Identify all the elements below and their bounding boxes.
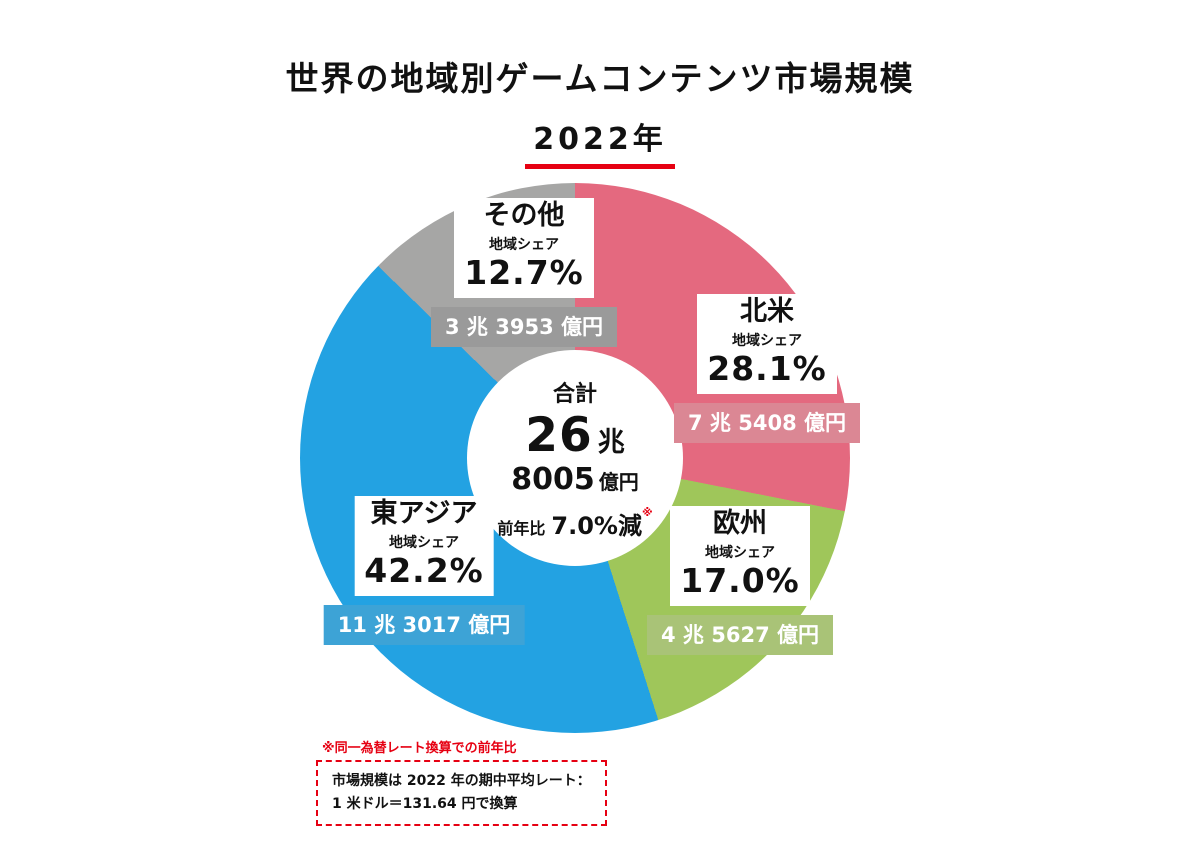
year-underline — [525, 164, 675, 169]
segment-share-value: 12.7% — [464, 253, 584, 293]
total-value-cho: 26 兆 — [525, 412, 624, 459]
rate-box-line1: 市場規模は 2022 年の期中平均レート： — [332, 773, 591, 789]
segment-name: 東アジア — [370, 498, 478, 529]
segment-name: その他 — [483, 200, 565, 231]
total-oku-unit: 億円 — [598, 469, 639, 494]
segment-label-others: その他 地域シェア 12.7% 3 兆 3953 億円 — [431, 198, 617, 347]
segment-text-panel: 北米 地域シェア 28.1% — [697, 294, 837, 394]
total-value-oku: 8005 億円 — [511, 463, 639, 496]
segment-label-east-asia: 東アジア 地域シェア 42.2% 11 兆 3017 億円 — [323, 496, 525, 645]
total-cho-value: 26 — [525, 407, 593, 463]
segment-amount-badge: 3 兆 3953 億円 — [431, 306, 617, 347]
segment-share-caption: 地域シェア — [388, 535, 459, 552]
segment-share-caption: 地域シェア — [489, 237, 559, 254]
yoy-label: 前年比 — [497, 518, 546, 538]
rate-box-line2: 1 米ドル＝131.64 円で換算 — [332, 796, 518, 813]
exchange-rate-box: 市場規模は 2022 年の期中平均レート： 1 米ドル＝131.64 円で換算 — [316, 760, 607, 827]
year-label-wrap: 2022年 — [0, 114, 1200, 169]
year-label: 2022年 — [533, 122, 667, 157]
segment-label-north-america: 北米 地域シェア 28.1% 7 兆 5408 億円 — [674, 294, 860, 443]
segment-share-value: 17.0% — [680, 561, 800, 601]
yoy-asterisk: ※ — [641, 505, 653, 519]
segment-share-value: 28.1% — [707, 349, 827, 389]
segment-amount-badge: 7 兆 5408 億円 — [674, 402, 860, 443]
exchange-rate-note: ※同一為替レート換算での前年比 — [322, 741, 517, 756]
segment-text-panel: その他 地域シェア 12.7% — [454, 198, 594, 298]
segment-text-panel: 東アジア 地域シェア 42.2% — [354, 496, 494, 596]
segment-share-caption: 地域シェア — [732, 333, 802, 350]
segment-label-europe: 欧州 地域シェア 17.0% 4 兆 5627 億円 — [647, 506, 833, 655]
segment-amount-badge: 4 兆 5627 億円 — [647, 614, 833, 655]
segment-name: 欧州 — [713, 508, 767, 539]
segment-share-caption: 地域シェア — [705, 545, 775, 562]
segment-amount-badge: 11 兆 3017 億円 — [323, 604, 525, 645]
total-oku-value: 8005 — [511, 461, 595, 497]
page-title: 世界の地域別ゲームコンテンツ市場規模 — [285, 59, 915, 98]
segment-share-value: 42.2% — [364, 551, 484, 591]
segment-name: 北米 — [740, 296, 794, 327]
yoy-line: 前年比 7.0%減※ — [497, 506, 652, 541]
chart-center: 合計 26 兆 8005 億円 前年比 7.0%減※ — [467, 350, 683, 566]
total-label: 合計 — [552, 381, 597, 407]
total-cho-unit: 兆 — [597, 426, 625, 458]
yoy-value: 7.0%減 — [551, 511, 642, 540]
segment-text-panel: 欧州 地域シェア 17.0% — [670, 506, 810, 606]
